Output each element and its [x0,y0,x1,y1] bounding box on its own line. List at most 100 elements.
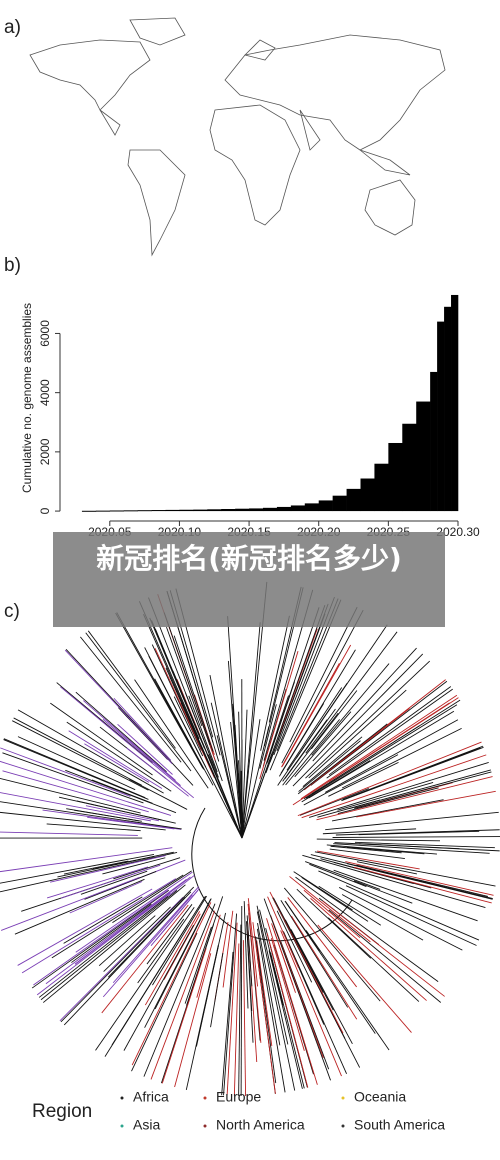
tree-branch [101,904,189,1014]
tree-branch [282,931,348,1075]
tree-branch [66,721,172,792]
tree-branch [309,863,367,887]
tree-branch [227,616,243,839]
tree-branch [295,876,439,983]
legend-label: Europe [216,1089,261,1105]
tree-branch [353,880,413,904]
tree-branch [270,915,324,1058]
tree-branch [270,937,305,1051]
tree-branch [116,612,205,770]
tree-branch [318,885,382,926]
tree-branch [325,811,499,831]
tree-branch [303,708,410,791]
tree-branch [303,754,399,806]
y-tick-label: 0 [38,507,52,514]
bar [346,488,361,512]
bar [437,321,445,512]
tree-branch [294,711,352,778]
tree-branch [115,612,204,769]
tree-branch [74,905,153,965]
tree-branch [349,769,491,810]
y-tick-label: 2000 [38,438,52,465]
world-map [29,17,446,257]
bar [444,306,452,512]
tree-branch [0,801,182,830]
panel-label: c) [4,601,20,622]
tree-branch [76,800,163,821]
tree-branch [328,909,442,1003]
tree-branch [284,900,376,1034]
tree-branch [146,904,193,965]
tree-branch [317,850,420,870]
tree-branch [0,876,140,931]
tree-branch [68,730,163,789]
tree-branch [241,726,270,839]
tree-branch [318,870,480,941]
tree-branch [188,695,218,772]
tree-branch [221,951,234,1096]
tree-branch [269,613,326,763]
tree-branch [338,887,463,951]
bar [318,500,333,512]
tree-branch [40,889,178,1001]
tree-branch [144,911,201,1006]
tree-branch [345,861,494,896]
tree-branch [46,866,149,899]
tree-branch [333,869,478,922]
tree-branch [112,886,200,984]
tree-branch [195,945,219,1047]
tree-branch [272,925,294,986]
tree-branch [308,710,455,799]
tree-branch [290,915,358,1020]
bar [430,371,438,512]
legend: Region Africa Europe Oceania Asia North Ameri… [32,1089,445,1133]
y-tick-label: 4000 [38,379,52,406]
tree-branch [223,913,238,1096]
tree-branch [285,719,340,786]
tree-branch [173,696,204,757]
tree-branch [3,738,146,799]
tree-branch [292,653,424,787]
tree-branch [331,799,444,822]
tree-branch [222,910,234,988]
tree-branch [303,889,361,939]
tree-branch [278,703,325,777]
tree-branch [12,720,149,791]
tree-branch [2,770,149,813]
tree-branch [75,871,193,953]
tree-branch [196,914,221,998]
tree-branch [64,649,173,764]
tree-branch [80,636,182,763]
tree-branch [332,836,500,838]
tree-branch [309,762,489,818]
bar [165,509,180,512]
bar [263,507,278,512]
tree-branch [241,709,248,839]
tree-branch [356,790,496,818]
tree-branch [60,686,194,799]
panel-label: b) [4,255,21,276]
tree-branch [92,851,174,870]
tree-branch [281,644,352,767]
tree-branch [241,622,261,839]
tree-branch [256,911,296,1091]
tree-branch [259,650,299,779]
legend-label: South America [354,1117,445,1133]
tree-branch [126,747,189,797]
tree-branch [269,891,344,1034]
tree-branch [337,787,439,814]
tree-branch [87,630,176,749]
tree-branch [85,632,192,772]
tree-branch [240,906,243,1097]
tree-branch [165,667,243,839]
tree-branch [216,735,243,839]
tree-branch [230,721,243,839]
tree-branch [290,929,353,1045]
tree-branch [0,853,155,884]
tree-branch [75,691,167,773]
tree-branch [341,727,462,789]
tree-branch [184,926,212,1004]
tree-branch [260,615,290,751]
tree-branch [131,932,198,1072]
tree-branch [328,686,452,776]
